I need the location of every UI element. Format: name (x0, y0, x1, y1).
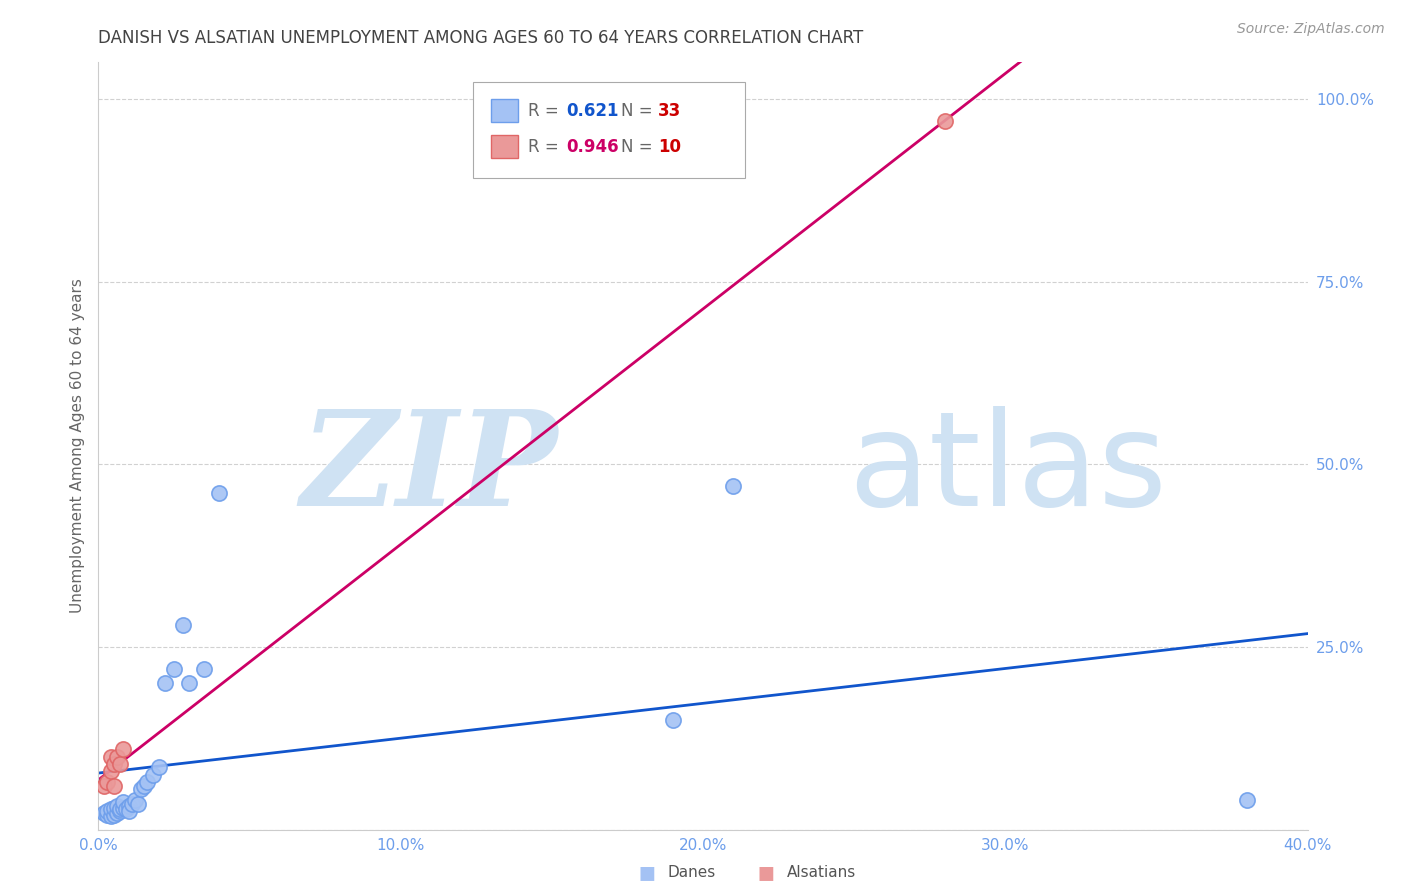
Point (135, 775, 157, 789)
Point (934, 114, 956, 128)
Point (108, 802, 131, 816)
Point (118, 799, 141, 814)
Point (121, 797, 143, 811)
Point (172, 618, 194, 632)
Point (142, 768, 165, 782)
Text: Alsatians: Alsatians (787, 865, 856, 880)
Point (148, 760, 170, 774)
Point (96, 805, 118, 819)
Y-axis label: Unemployment Among Ages 60 to 64 years: Unemployment Among Ages 60 to 64 years (69, 278, 84, 614)
Point (124, 793, 146, 807)
Text: Danes: Danes (668, 865, 716, 880)
Point (114, 802, 136, 816)
FancyBboxPatch shape (474, 81, 745, 178)
Point (163, 662, 186, 676)
Point (132, 779, 155, 793)
Point (723, 479, 745, 493)
Bar (492, 136, 517, 158)
Point (111, 742, 134, 756)
Point (179, 676, 201, 690)
Text: N =: N = (621, 102, 658, 120)
Point (103, 756, 125, 771)
Point (103, 800, 125, 814)
Point (129, 782, 152, 797)
Point (103, 779, 125, 793)
Point (118, 805, 141, 819)
Point (1236, 793, 1258, 807)
Point (96, 808, 118, 822)
Point (105, 799, 128, 814)
Text: R =: R = (527, 138, 564, 156)
Text: DANISH VS ALSATIAN UNEMPLOYMENT AMONG AGES 60 TO 64 YEARS CORRELATION CHART: DANISH VS ALSATIAN UNEMPLOYMENT AMONG AG… (98, 29, 863, 47)
Text: N =: N = (621, 138, 658, 156)
Point (100, 809, 122, 823)
Point (208, 486, 231, 500)
Point (105, 806, 128, 821)
Text: ▪: ▪ (756, 858, 776, 887)
Text: 33: 33 (658, 102, 682, 120)
Point (153, 676, 176, 690)
Point (93, 779, 115, 793)
Point (100, 764, 122, 778)
Point (103, 808, 125, 822)
Text: atlas: atlas (848, 406, 1167, 533)
Point (111, 800, 134, 814)
Text: 0.621: 0.621 (567, 102, 619, 120)
Point (111, 795, 134, 809)
Point (108, 756, 131, 771)
Text: R =: R = (527, 102, 564, 120)
Bar (492, 99, 517, 122)
Point (96, 775, 118, 789)
Text: 10: 10 (658, 138, 682, 156)
Point (127, 797, 149, 811)
Point (105, 749, 128, 764)
Point (93, 806, 115, 821)
Point (193, 662, 215, 676)
Text: 0.946: 0.946 (567, 138, 619, 156)
Point (661, 713, 683, 727)
Point (100, 802, 122, 816)
Text: ▪: ▪ (637, 858, 657, 887)
Point (108, 805, 131, 819)
Text: ZIP: ZIP (301, 404, 558, 533)
Text: Source: ZipAtlas.com: Source: ZipAtlas.com (1237, 22, 1385, 37)
Point (100, 749, 122, 764)
